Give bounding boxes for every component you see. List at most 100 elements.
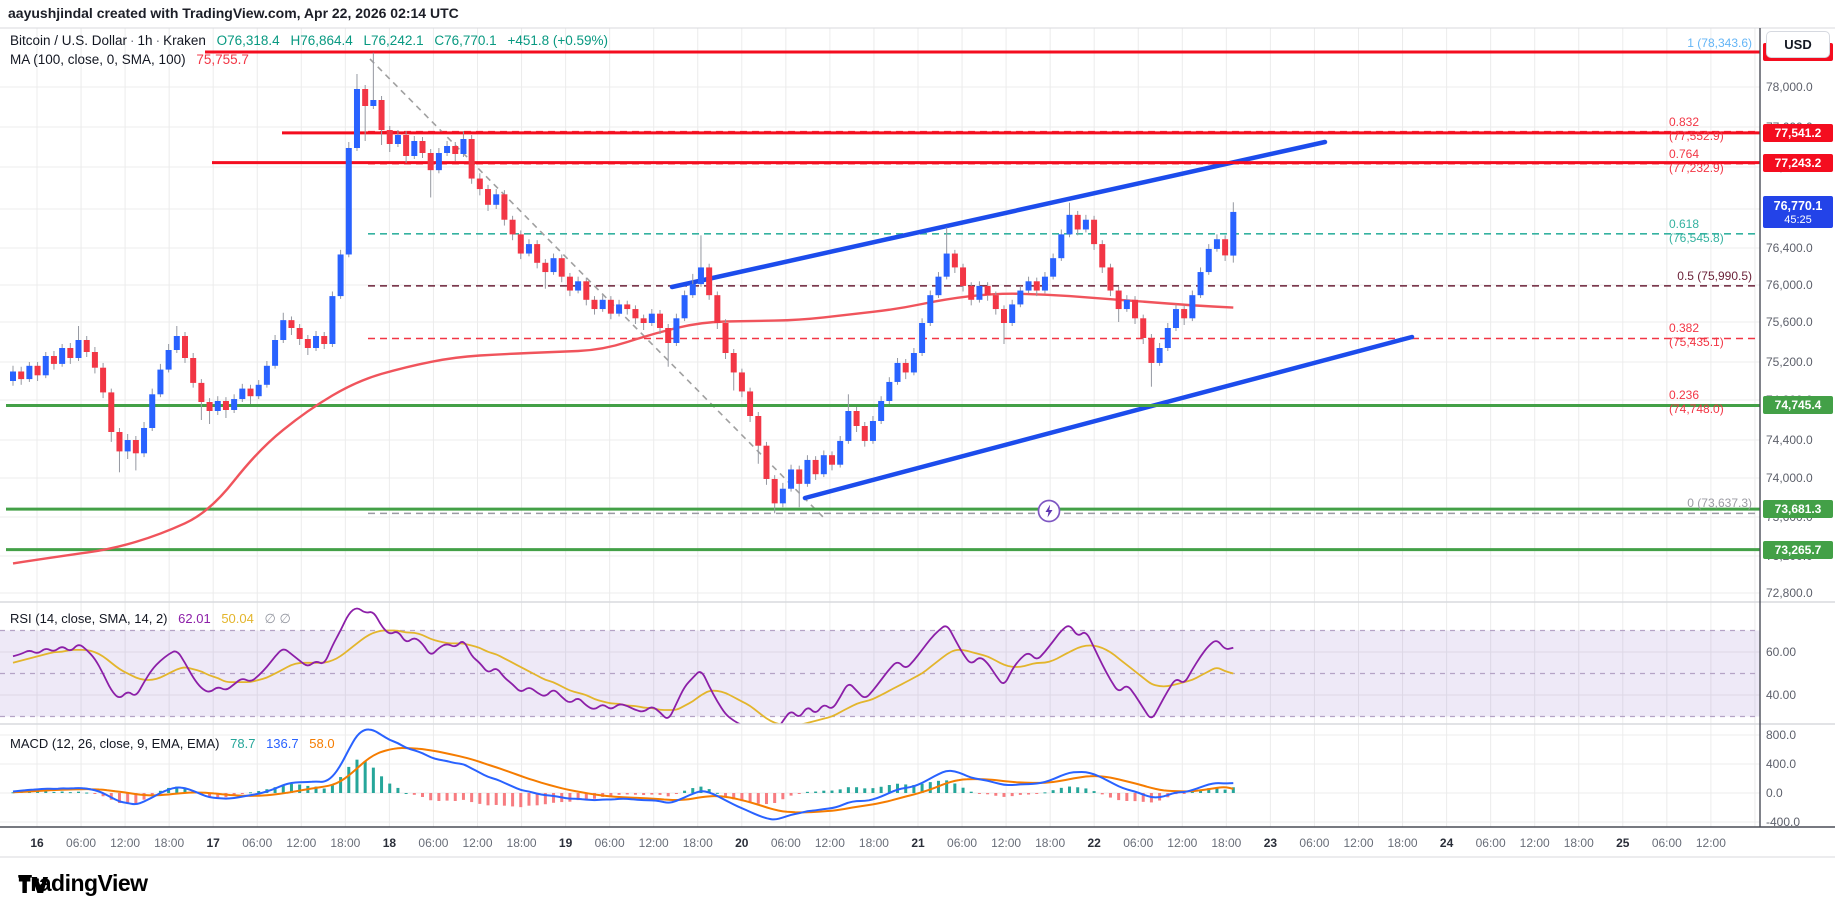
time-axis-label[interactable]: 06:00 bbox=[242, 836, 273, 850]
time-axis-label[interactable]: 17 bbox=[206, 836, 220, 850]
rsi-axis-tick[interactable]: 40.00 bbox=[1766, 688, 1797, 702]
time-axis-label[interactable]: 12:00 bbox=[1695, 836, 1726, 850]
time-axis-label[interactable]: 12:00 bbox=[1167, 836, 1198, 850]
macd-legend[interactable]: MACD (12, 26, close, 9, EMA, EMA) 78.7 1… bbox=[10, 737, 335, 750]
fib-level-label: 0.5 (75,990.5) bbox=[1677, 268, 1752, 283]
fib-level-label: 0.236 (74,748.0) bbox=[1669, 388, 1724, 417]
currency-toggle-button[interactable]: USD bbox=[1766, 31, 1830, 58]
macd-signal-value: 58.0 bbox=[309, 736, 335, 751]
time-axis-label[interactable]: 23 bbox=[1263, 836, 1278, 850]
fib-level-label: 1 (78,343.6) bbox=[1687, 35, 1752, 50]
time-axis-label[interactable]: 18:00 bbox=[1211, 836, 1242, 850]
time-axis-label[interactable]: 19 bbox=[558, 836, 573, 850]
time-axis-label[interactable]: 06:00 bbox=[418, 836, 449, 850]
time-axis-label[interactable]: 18 bbox=[382, 836, 397, 850]
fib-level-label: 0.618 (76,545.8) bbox=[1669, 216, 1724, 245]
time-axis-label[interactable]: 12:00 bbox=[638, 836, 669, 850]
time-axis-label[interactable]: 12:00 bbox=[462, 836, 493, 850]
symbol-name: Bitcoin / U.S. Dollar bbox=[10, 33, 128, 48]
tradingview-wordmark: TradingView bbox=[18, 870, 148, 896]
flash-order-icon[interactable] bbox=[1037, 499, 1061, 523]
price-axis-tick[interactable]: 76,000.0 bbox=[1766, 278, 1813, 292]
time-axis-label[interactable]: 21 bbox=[911, 836, 925, 850]
low-value: L76,242.1 bbox=[363, 33, 424, 48]
price-axis-tick[interactable]: 72,800.0 bbox=[1766, 586, 1813, 600]
resistance-price-badge: 77,541.2 bbox=[1763, 123, 1833, 142]
macd-axis-tick[interactable]: 400.0 bbox=[1766, 757, 1797, 771]
rsi-axis-tick[interactable]: 60.00 bbox=[1766, 645, 1797, 659]
price-axis-tick[interactable]: 75,200.0 bbox=[1766, 355, 1813, 369]
price-axis-tick[interactable]: 75,600.0 bbox=[1766, 315, 1813, 329]
fib-level-label: 0.382 (75,435.1) bbox=[1669, 321, 1724, 350]
rsi-legend[interactable]: RSI (14, close, SMA, 14, 2) 62.01 50.04 … bbox=[10, 612, 291, 625]
macd-axis-tick[interactable]: 800.0 bbox=[1766, 728, 1797, 742]
legend-separator: · bbox=[155, 33, 161, 48]
change-value: +451.8 (+0.59%) bbox=[507, 33, 609, 48]
candle-countdown: 45:25 bbox=[1784, 213, 1812, 226]
time-axis-label[interactable]: 22 bbox=[1087, 836, 1101, 850]
time-axis-label[interactable]: 18:00 bbox=[1035, 836, 1066, 850]
time-axis-label[interactable]: 06:00 bbox=[594, 836, 625, 850]
exchange-label: Kraken bbox=[163, 33, 206, 48]
attribution-text: aayushjindal created with TradingView.co… bbox=[8, 5, 459, 21]
time-axis-label[interactable]: 20 bbox=[735, 836, 749, 850]
time-axis-label[interactable]: 06:00 bbox=[1651, 836, 1682, 850]
close-value: C76,770.1 bbox=[434, 33, 497, 48]
tradingview-logo[interactable]: TradingView bbox=[18, 872, 148, 895]
macd-line-value: 136.7 bbox=[266, 736, 299, 751]
rsi-ma-value: 50.04 bbox=[221, 611, 254, 626]
time-axis-label[interactable]: 12:00 bbox=[991, 836, 1022, 850]
time-axis-label[interactable]: 06:00 bbox=[1299, 836, 1330, 850]
time-axis-label[interactable]: 12:00 bbox=[1343, 836, 1374, 850]
current-price-badge: 76,770.1 45:25 bbox=[1763, 195, 1833, 228]
price-axis-tick[interactable]: 78,000.0 bbox=[1766, 80, 1813, 94]
support-price-badge: 73,265.7 bbox=[1763, 540, 1833, 559]
fib-level-label: 0 (73,637.3) bbox=[1687, 496, 1752, 511]
macd-axis-tick[interactable]: 0.0 bbox=[1766, 786, 1783, 800]
ma-value: 75,755.7 bbox=[196, 52, 249, 67]
time-axis-label[interactable]: 18:00 bbox=[330, 836, 361, 850]
support-price-badge: 74,745.4 bbox=[1763, 396, 1833, 415]
symbol-legend[interactable]: Bitcoin / U.S. Dollar · 1h · Kraken O76,318.… bbox=[10, 34, 608, 48]
rsi-label: RSI (14, close, SMA, 14, 2) bbox=[10, 611, 168, 626]
time-axis-label[interactable]: 18:00 bbox=[1387, 836, 1418, 850]
time-axis-label[interactable]: 06:00 bbox=[1475, 836, 1506, 850]
time-axis-label[interactable]: 06:00 bbox=[770, 836, 801, 850]
ma-label: MA (100, close, 0, SMA, 100) bbox=[10, 52, 186, 67]
time-axis-label[interactable]: 06:00 bbox=[1123, 836, 1154, 850]
time-axis-label[interactable]: 18:00 bbox=[1563, 836, 1594, 850]
rsi-value: 62.01 bbox=[178, 611, 211, 626]
tradingview-logo-icon bbox=[18, 877, 48, 893]
price-axis-tick[interactable]: 76,400.0 bbox=[1766, 241, 1813, 255]
time-axis-label[interactable]: 06:00 bbox=[947, 836, 978, 850]
time-axis-label[interactable]: 18:00 bbox=[154, 836, 185, 850]
ma-legend[interactable]: MA (100, close, 0, SMA, 100) 75,755.7 bbox=[10, 53, 249, 67]
time-axis-label[interactable]: 12:00 bbox=[1519, 836, 1550, 850]
time-axis-label[interactable]: 06:00 bbox=[66, 836, 97, 850]
time-axis-label[interactable]: 25 bbox=[1616, 836, 1630, 850]
time-axis-label[interactable]: 16 bbox=[30, 836, 44, 850]
open-value: O76,318.4 bbox=[216, 33, 280, 48]
time-axis-label[interactable]: 12:00 bbox=[286, 836, 317, 850]
macd-axis-tick[interactable]: -400.0 bbox=[1766, 815, 1801, 829]
fib-level-label: 0.832 (77,552.9) bbox=[1669, 114, 1724, 143]
rsi-empty-icon: ∅ bbox=[264, 611, 276, 626]
fib-level-label: 0.764 (77,232.9) bbox=[1669, 146, 1724, 175]
current-price-value: 76,770.1 bbox=[1773, 198, 1823, 213]
high-value: H76,864.4 bbox=[290, 33, 353, 48]
rsi-empty-icon: ∅ bbox=[279, 611, 291, 626]
time-axis-label[interactable]: 12:00 bbox=[814, 836, 845, 850]
price-axis-tick[interactable]: 74,400.0 bbox=[1766, 433, 1813, 447]
support-price-badge: 73,681.3 bbox=[1763, 500, 1833, 519]
macd-hist-value: 78.7 bbox=[230, 736, 256, 751]
time-axis-label[interactable]: 18:00 bbox=[858, 836, 889, 850]
macd-label: MACD (12, 26, close, 9, EMA, EMA) bbox=[10, 736, 220, 751]
time-axis-label[interactable]: 18:00 bbox=[506, 836, 537, 850]
price-axis-tick[interactable]: 74,000.0 bbox=[1766, 471, 1813, 485]
resistance-price-badge: 77,243.2 bbox=[1763, 153, 1833, 172]
time-axis-label[interactable]: 12:00 bbox=[110, 836, 141, 850]
time-axis-label[interactable]: 18:00 bbox=[682, 836, 713, 850]
time-axis-label[interactable]: 24 bbox=[1439, 836, 1454, 850]
